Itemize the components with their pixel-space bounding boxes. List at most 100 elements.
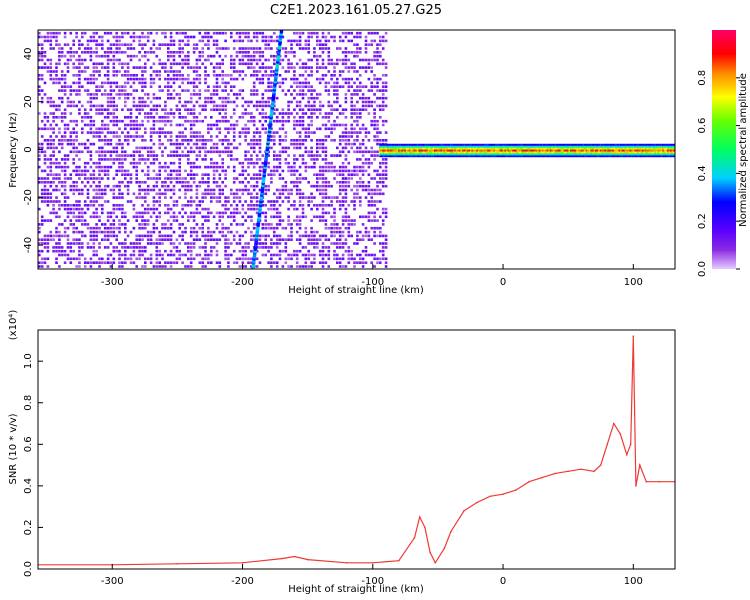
- heatmap-cell: [264, 223, 267, 226]
- heatmap-line-cell: [516, 149, 519, 152]
- heatmap-cell: [241, 127, 245, 131]
- heatmap-cell: [152, 223, 156, 226]
- heatmap-cell: [184, 108, 187, 111]
- heatmap-cell: [121, 196, 124, 199]
- heatmap-line-cell: [384, 145, 386, 148]
- heatmap-line-cell: [446, 155, 449, 158]
- heatmap-cell: [38, 249, 41, 253]
- heatmap-cell: [109, 43, 113, 46]
- heatmap-cell: [66, 66, 70, 69]
- heatmap-cell: [103, 139, 107, 142]
- heatmap-cell: [103, 238, 107, 241]
- heatmap-cell: [158, 169, 161, 173]
- heatmap-cell: [175, 169, 179, 173]
- heatmap-cell: [281, 177, 285, 180]
- heatmap-cell: [215, 200, 219, 203]
- heatmap-cell: [333, 207, 336, 211]
- heatmap-cell: [112, 131, 116, 134]
- heatmap-line-cell: [423, 155, 426, 158]
- heatmap-cell: [198, 184, 202, 188]
- heatmap-cell: [278, 223, 282, 226]
- heatmap-cell: [52, 177, 55, 180]
- heatmap-cell: [55, 77, 58, 81]
- heatmap-cell: [215, 142, 219, 146]
- heatmap-cell: [189, 196, 193, 199]
- heatmap-line-cell: [445, 143, 447, 146]
- heatmap-cell: [112, 81, 116, 85]
- heatmap-cell: [241, 58, 245, 62]
- heatmap-cell: [138, 246, 141, 249]
- heatmap-cell: [86, 93, 90, 96]
- heatmap-line-cell: [441, 147, 444, 150]
- heatmap-cell: [204, 139, 207, 142]
- heatmap-cell: [290, 43, 293, 46]
- heatmap-cell: [252, 54, 256, 58]
- heatmap-line-cell: [426, 145, 429, 148]
- heatmap-cell: [72, 131, 75, 134]
- heatmap-cell: [112, 226, 116, 230]
- heatmap-cell: [106, 74, 110, 77]
- heatmap-line-cell: [488, 147, 491, 150]
- heatmap-cell: [336, 230, 339, 234]
- heatmap-cell: [261, 154, 265, 157]
- heatmap-line-cell: [484, 143, 486, 146]
- heatmap-cell: [204, 192, 207, 196]
- heatmap-cell: [370, 39, 373, 43]
- heatmap-line-cell: [402, 145, 405, 148]
- heatmap-cell: [207, 165, 210, 169]
- heatmap-line-cell: [426, 151, 429, 154]
- heatmap-cell: [155, 253, 159, 257]
- heatmap-cell: [158, 142, 161, 146]
- heatmap-cell: [384, 131, 388, 134]
- heatmap-cell: [149, 51, 153, 54]
- heatmap-cell: [293, 74, 296, 77]
- heatmap-cell: [212, 196, 216, 199]
- heatmap-cell: [235, 188, 239, 192]
- heatmap-cell: [86, 192, 90, 196]
- heatmap-cell: [187, 89, 190, 92]
- heatmap-cell: [227, 131, 230, 134]
- heatmap-cell: [347, 234, 351, 238]
- heatmap-cell: [287, 165, 290, 169]
- heatmap-cell: [252, 51, 256, 54]
- heatmap-cell: [129, 200, 133, 203]
- heatmap-line-cell: [443, 151, 446, 154]
- heatmap-cell: [230, 31, 233, 35]
- heatmap-cell: [241, 54, 245, 58]
- heatmap-cell: [244, 177, 247, 180]
- heatmap-cell: [264, 234, 267, 238]
- heatmap-cell: [250, 47, 253, 50]
- heatmap-cell: [376, 85, 379, 88]
- heatmap-cell: [278, 58, 282, 62]
- heatmap-cell: [304, 253, 308, 257]
- heatmap-cell: [118, 43, 121, 46]
- heatmap-cell: [124, 62, 127, 66]
- heatmap-cell: [43, 177, 47, 180]
- heatmap-line-cell: [405, 155, 408, 158]
- heatmap-cell: [98, 242, 101, 245]
- heatmap-cell: [112, 188, 116, 192]
- heatmap-cell: [43, 246, 47, 249]
- heatmap-cell: [301, 119, 305, 123]
- heatmap-cell: [261, 211, 265, 215]
- heatmap-cell: [158, 146, 161, 150]
- heatmap-cell: [175, 181, 179, 184]
- heatmap-cell: [184, 54, 187, 58]
- heatmap-line-cell: [396, 155, 399, 158]
- heatmap-cell: [187, 35, 190, 39]
- heatmap-cell: [321, 169, 325, 173]
- heatmap-cell: [43, 127, 47, 131]
- heatmap-cell: [379, 257, 382, 261]
- heatmap-cell: [338, 150, 342, 154]
- heatmap-cell: [81, 173, 84, 176]
- heatmap-cell: [250, 89, 253, 92]
- heatmap-cell: [367, 62, 371, 66]
- heatmap-cell: [75, 265, 78, 268]
- heatmap-cell: [167, 58, 170, 62]
- heatmap-cell: [250, 119, 253, 123]
- heatmap-cell: [155, 54, 159, 58]
- heatmap-cell: [81, 192, 84, 196]
- heatmap-cell: [146, 112, 150, 115]
- heatmap-cell: [373, 58, 376, 62]
- heatmap-cell: [353, 184, 356, 188]
